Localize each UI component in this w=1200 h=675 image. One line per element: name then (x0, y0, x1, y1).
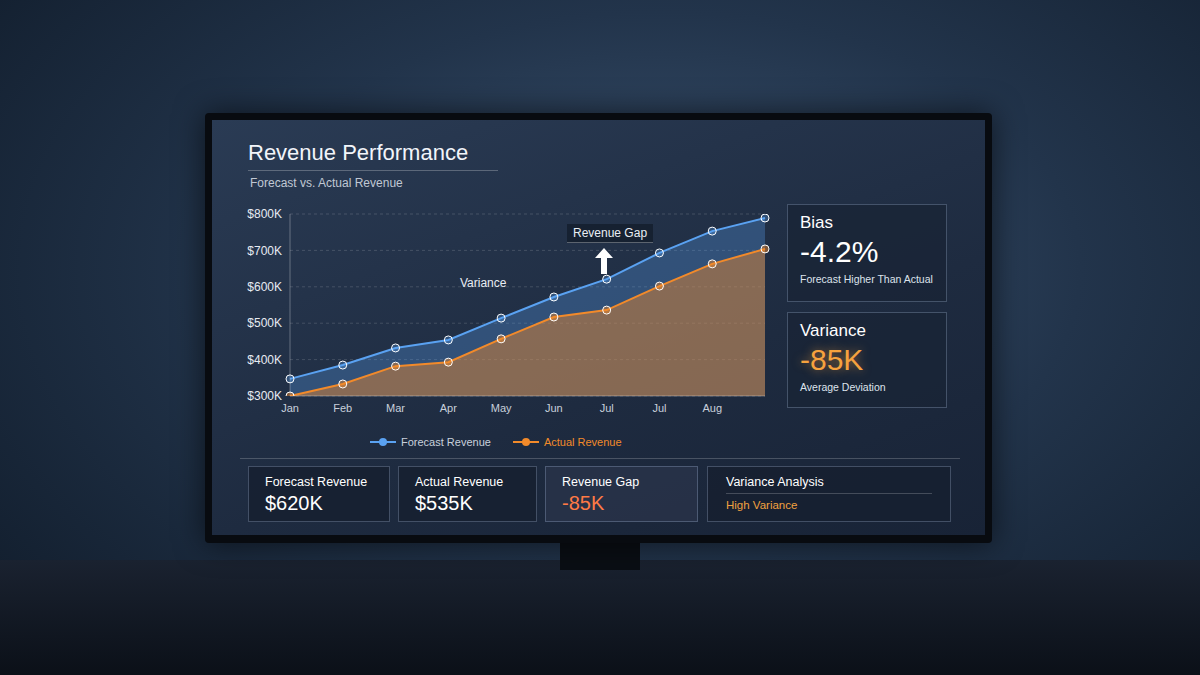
svg-text:Aug: Aug (702, 402, 722, 414)
html-text:High Variance: High Variance (726, 499, 798, 511)
html-text:-85K: -85K (800, 343, 864, 376)
svg-text:Jun: Jun (545, 402, 563, 414)
html-text:Revenue Performance: Revenue Performance (248, 140, 469, 165)
html-text:Variance: Variance (460, 276, 507, 290)
html-text:Forecast vs. Actual Revenue: Forecast vs. Actual Revenue (250, 176, 403, 190)
svg-text:Apr: Apr (440, 402, 457, 414)
html-text:-4.2%: -4.2% (800, 235, 879, 268)
svg-text:Jan: Jan (281, 402, 299, 414)
html-text:Bias: Bias (800, 213, 834, 232)
html-text:Average Deviation: Average Deviation (800, 381, 886, 393)
html-text:$535K: $535K (415, 492, 473, 514)
html-text:$620K: $620K (265, 492, 323, 514)
svg-text:$700K: $700K (247, 244, 282, 258)
html-text:Revenue Gap: Revenue Gap (562, 475, 640, 489)
svg-text:Mar: Mar (386, 402, 405, 414)
svg-text:Jul: Jul (652, 402, 666, 414)
svg-text:$300K: $300K (247, 389, 282, 403)
html-text:-85K: -85K (562, 492, 605, 514)
html-text:Forecast Revenue: Forecast Revenue (265, 475, 368, 489)
html-text:Forecast Higher Than Actual: Forecast Higher Than Actual (800, 273, 933, 285)
html-text:Variance: Variance (800, 321, 866, 340)
svg-text:Feb: Feb (333, 402, 352, 414)
svg-text:$600K: $600K (247, 280, 282, 294)
svg-text:$500K: $500K (247, 316, 282, 330)
html-text:Actual Revenue: Actual Revenue (543, 436, 622, 448)
html-text:Variance Analysis: Variance Analysis (726, 475, 824, 489)
svg-text:$400K: $400K (247, 353, 282, 367)
svg-text:May: May (491, 402, 512, 414)
html-text:Actual Revenue: Actual Revenue (415, 475, 504, 489)
html-text:Forecast Revenue: Forecast Revenue (401, 436, 491, 448)
svg-text:$800K: $800K (247, 207, 282, 221)
svg-text:Jul: Jul (600, 402, 614, 414)
html-text:Revenue Gap: Revenue Gap (573, 226, 648, 240)
